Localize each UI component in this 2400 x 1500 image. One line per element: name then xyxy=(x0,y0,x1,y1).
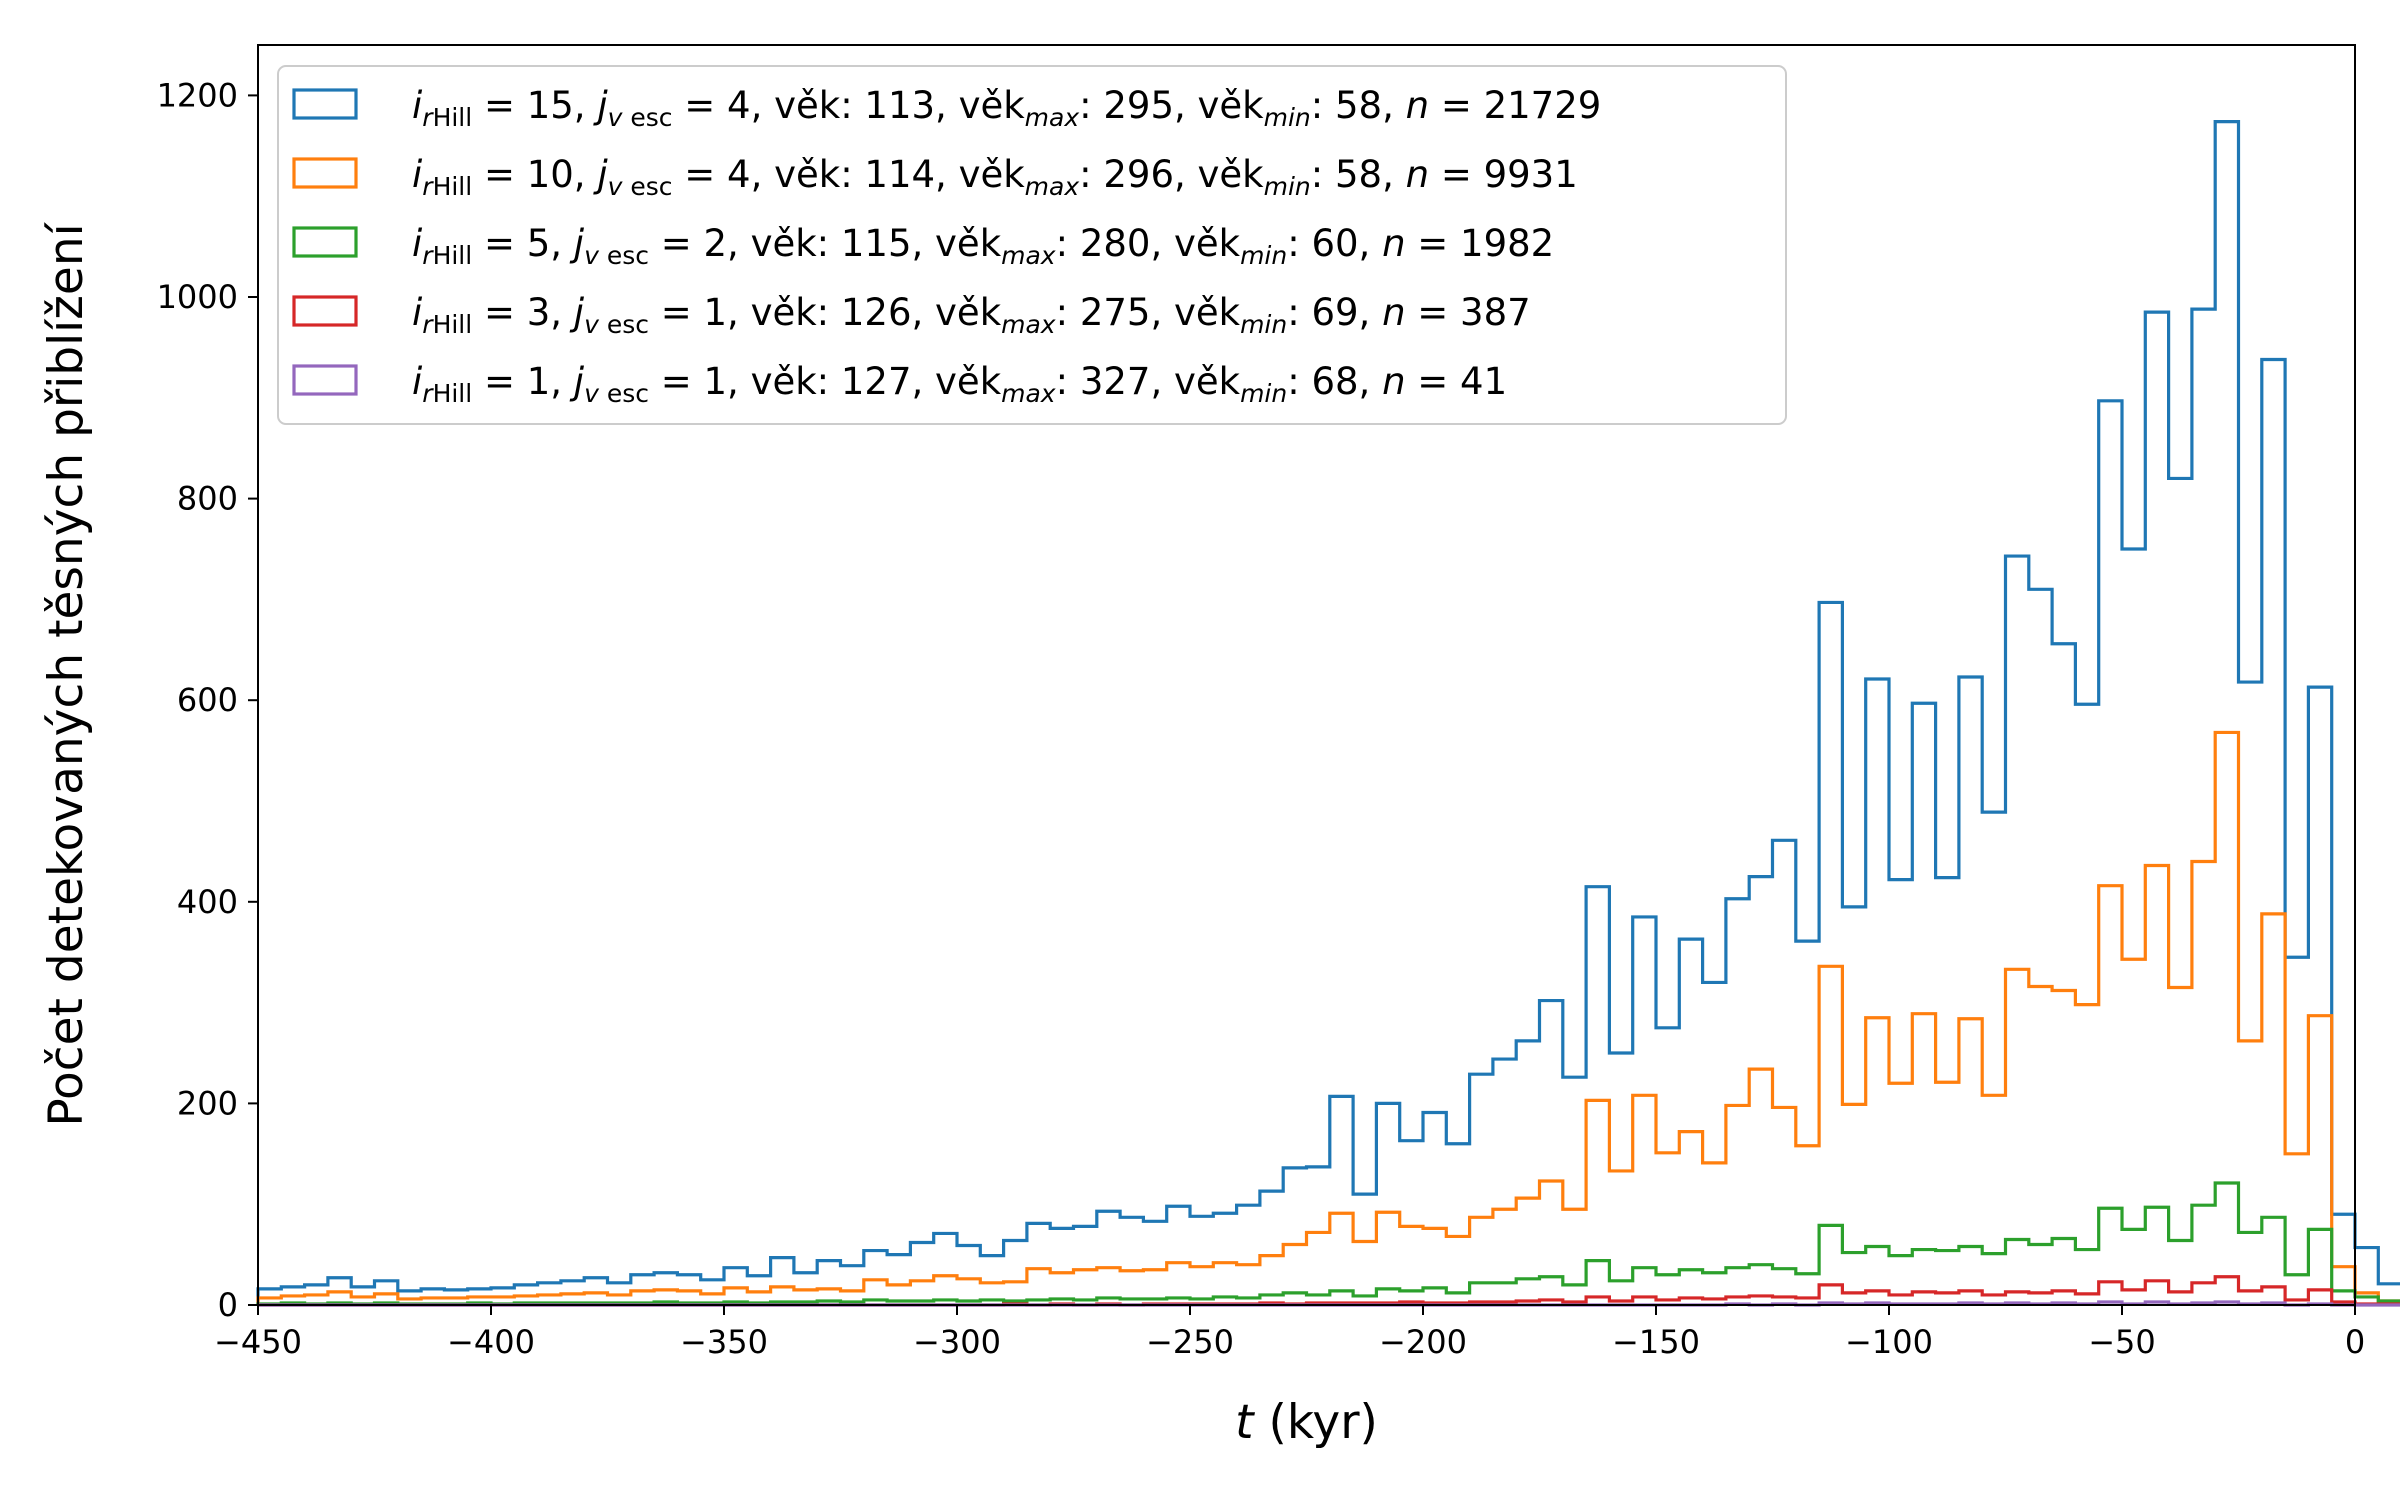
y-axis-ticks: 0 200 400 600 800 1000 1200 xyxy=(157,76,258,1324)
y-tick-label: 800 xyxy=(177,480,238,518)
legend-entry-text: irHill = 5, jv esc = 2, věk: 115, věkmax… xyxy=(412,222,1554,270)
x-tick-label: −200 xyxy=(1379,1323,1467,1361)
legend-box xyxy=(277,65,1787,425)
legend-entry-text: irHill = 15, jv esc = 4, věk: 113, věkma… xyxy=(412,84,1601,132)
x-tick-label: −400 xyxy=(447,1323,535,1361)
legend-entry-text: irHill = 1, jv esc = 1, věk: 127, věkmax… xyxy=(412,360,1507,408)
y-tick-label: 1000 xyxy=(157,278,238,316)
legend-entry-text: irHill = 10, jv esc = 4, věk: 114, věkma… xyxy=(412,153,1578,201)
y-tick-label: 600 xyxy=(177,681,238,719)
y-tick-label: 400 xyxy=(177,883,238,921)
x-tick-label: −450 xyxy=(214,1323,302,1361)
series-1-histogram xyxy=(256,120,2400,1305)
legend-entry-text: irHill = 3, jv esc = 1, věk: 126, věkmax… xyxy=(412,291,1531,339)
x-axis-label: t (kyr) xyxy=(1235,1395,1378,1450)
x-axis-label-unit: (kyr) xyxy=(1254,1395,1378,1450)
x-tick-label: 0 xyxy=(2345,1323,2365,1361)
y-tick-label: 0 xyxy=(218,1286,238,1324)
legend-swatch xyxy=(292,364,358,396)
plot-frame xyxy=(257,44,2356,1306)
legend-swatch xyxy=(292,226,358,258)
x-axis-ticks: −450 −400 −350 −300 −250 −200 −150 −100 −50 0 xyxy=(214,1305,2365,1361)
series-2-histogram xyxy=(256,730,2400,1307)
y-tick-label: 1200 xyxy=(157,76,238,114)
x-tick-label: −350 xyxy=(680,1323,768,1361)
y-tick-label: 200 xyxy=(177,1084,238,1122)
y-axis-label: Počet detekovaných těsných přiblížení xyxy=(39,221,94,1126)
x-tick-label: −100 xyxy=(1845,1323,1933,1361)
legend-swatch xyxy=(292,88,358,120)
x-axis-label-symbol: t xyxy=(1235,1395,1255,1450)
x-tick-label: −50 xyxy=(2088,1323,2156,1361)
x-tick-label: −300 xyxy=(913,1323,1001,1361)
x-tick-label: −250 xyxy=(1146,1323,1234,1361)
x-tick-label: −150 xyxy=(1612,1323,1700,1361)
legend: irHill = 15, jv esc = 4, věk: 113, věkma… xyxy=(277,65,1787,425)
series-3-histogram xyxy=(256,1181,2400,1307)
legend-swatch xyxy=(292,295,358,327)
legend-swatch xyxy=(292,157,358,189)
